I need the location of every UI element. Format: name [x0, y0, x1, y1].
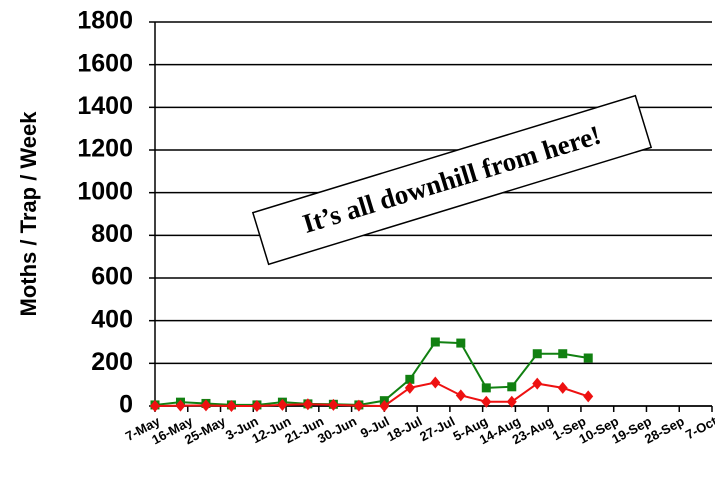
y-axis-label: Moths / Trap / Week: [16, 111, 41, 317]
marker: [557, 381, 568, 394]
marker: [353, 399, 364, 412]
marker: [175, 399, 186, 412]
marker: [328, 398, 339, 411]
x-tick-label: 7-Oct: [683, 413, 715, 442]
marker: [455, 389, 466, 402]
x-tick-label: 18-Jul: [384, 413, 424, 444]
marker: [430, 376, 441, 389]
annotation-box: [251, 94, 653, 266]
marker: [583, 390, 594, 403]
marker: [583, 353, 593, 363]
marker: [150, 400, 160, 412]
series-line: [154, 340, 589, 406]
y-tick-label: 800: [91, 220, 133, 248]
y-tick-label: 600: [91, 263, 133, 291]
marker: [405, 374, 415, 384]
y-tick-label: 1400: [77, 92, 133, 120]
marker: [532, 377, 543, 390]
y-tick-label: 1200: [77, 135, 133, 163]
marker: [302, 398, 313, 411]
y-tick-label: 1000: [77, 177, 133, 205]
y-tick-label: 400: [91, 305, 133, 333]
y-tick-label: 0: [119, 391, 133, 419]
marker: [379, 400, 390, 412]
marker: [456, 338, 466, 348]
marker: [506, 395, 517, 408]
annotation-text: It’s all downhill from here!: [299, 120, 604, 239]
marker: [277, 398, 288, 411]
y-tick-label: 200: [91, 348, 133, 376]
marker: [481, 395, 492, 408]
marker: [200, 399, 211, 412]
marker: [507, 382, 517, 392]
x-tick-label: 27-Jul: [417, 413, 457, 444]
marker: [532, 349, 542, 359]
marker: [226, 400, 237, 412]
marker: [251, 400, 262, 412]
marker: [430, 337, 440, 347]
marker: [481, 383, 491, 393]
marker: [558, 349, 568, 359]
marker: [404, 381, 415, 394]
y-tick-label: 1800: [77, 7, 133, 35]
y-tick-label: 1600: [77, 49, 133, 77]
annotation: It’s all downhill from here!: [251, 94, 653, 266]
